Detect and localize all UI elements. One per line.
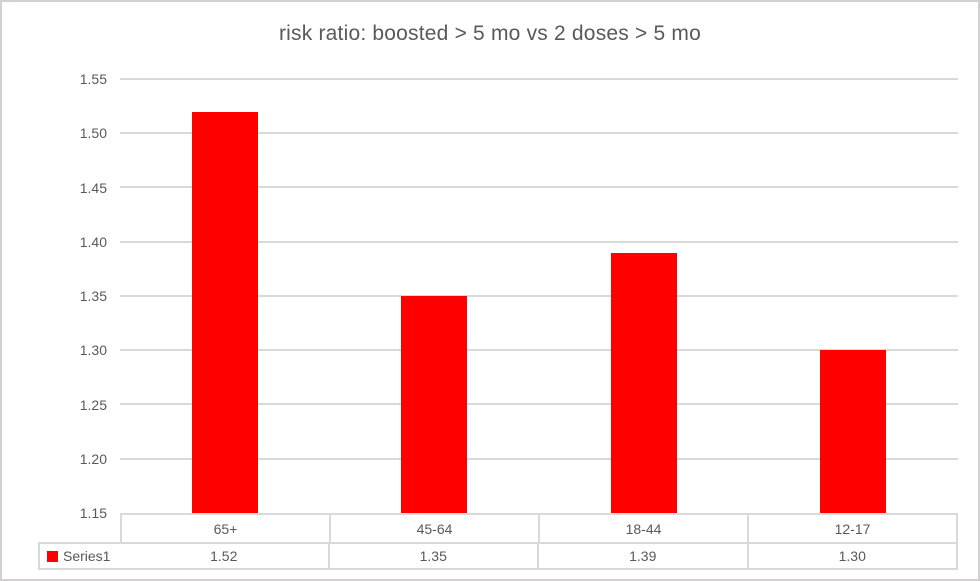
gridline [120,186,958,188]
legend-cell: Series1 [40,544,120,568]
y-axis-tick-label: 1.50 [79,125,107,141]
bar-65+ [192,112,258,513]
y-axis-tick-label: 1.35 [79,288,107,304]
legend-label: Series1 [63,548,111,564]
gridline [120,349,958,351]
chart-title: risk ratio: boosted > 5 mo vs 2 doses > … [278,22,701,45]
gridline [120,78,958,80]
bar-45-64 [401,296,467,513]
gridline [120,295,958,297]
category-cell: 45-64 [329,515,538,542]
category-cell: 12-17 [747,515,956,542]
category-cell: 18-44 [538,515,747,542]
y-axis-tick-label: 1.55 [79,71,107,87]
gridline [120,403,958,405]
data-table-value-row: Series1 1.52 1.35 1.39 1.30 [38,542,958,570]
series1-legend-swatch-icon [47,550,58,562]
gridline [120,458,958,460]
gridline [120,132,958,134]
gridline [120,241,958,243]
data-table-category-row: 65+ 45-64 18-44 12-17 [120,513,958,542]
value-cell: 1.30 [746,544,957,568]
bar-18-44 [611,253,677,513]
value-cell: 1.35 [327,544,538,568]
y-axis-tick-label: 1.40 [79,234,107,250]
y-axis-tick-label: 1.20 [79,451,107,467]
value-cell: 1.39 [537,544,747,568]
y-axis-tick-label: 1.15 [79,505,107,521]
y-axis-tick-label: 1.30 [79,342,107,358]
y-axis-tick-label: 1.25 [79,397,107,413]
y-axis-tick-label: 1.45 [79,180,107,196]
category-cell: 65+ [213,520,238,537]
value-cell: 1.52 [210,548,238,564]
bar-12-17 [820,350,886,513]
